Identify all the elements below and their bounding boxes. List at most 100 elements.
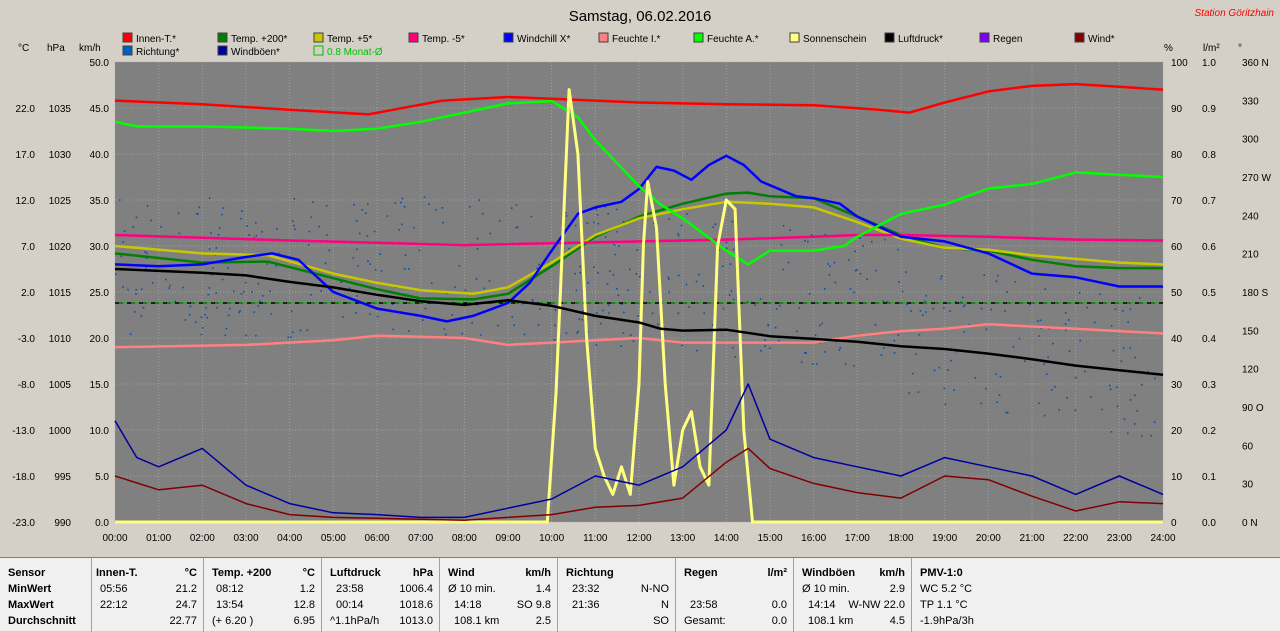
direction-point <box>1122 347 1125 350</box>
direction-point <box>115 273 117 275</box>
direction-point <box>123 230 126 233</box>
regen-total-value: 0.0 <box>771 615 787 627</box>
luftdruck-trend: ^1.1hPa/h <box>330 615 380 627</box>
innen-max-time: 22:12 <box>100 599 128 611</box>
direction-point <box>340 281 343 284</box>
direction-point <box>593 266 595 269</box>
direction-point <box>632 340 635 342</box>
direction-point <box>240 217 242 220</box>
y-tick-lm2: 0.5 <box>1202 288 1216 299</box>
direction-point <box>636 249 639 251</box>
direction-point <box>1043 363 1046 365</box>
direction-point <box>451 314 453 316</box>
direction-point <box>695 280 698 283</box>
direction-point <box>208 287 211 289</box>
legend-swatch <box>122 32 133 43</box>
y-tick-degC: 7.0 <box>21 242 35 253</box>
direction-point <box>312 201 314 203</box>
direction-point <box>135 216 138 219</box>
y-tick-pct: 100 <box>1171 58 1188 69</box>
direction-point <box>943 307 945 309</box>
axis-unit-lm2: l/m² <box>1203 43 1220 54</box>
direction-point <box>819 324 821 327</box>
direction-point <box>974 377 977 379</box>
direction-point <box>354 312 357 314</box>
direction-point <box>476 237 479 240</box>
y-tick-degC: 12.0 <box>16 196 36 207</box>
direction-point <box>621 303 623 305</box>
direction-point <box>164 278 167 281</box>
direction-point <box>292 220 294 222</box>
legend-label: Windchill X* <box>517 34 570 45</box>
y-tick-pct: 80 <box>1171 150 1183 161</box>
direction-point <box>270 313 273 315</box>
direction-point <box>940 277 942 280</box>
direction-point <box>1110 431 1113 433</box>
direction-point <box>579 271 582 274</box>
direction-point <box>732 248 735 251</box>
direction-point <box>222 207 224 209</box>
y-tick-lm2: 0.1 <box>1202 472 1216 483</box>
direction-point <box>471 321 473 324</box>
direction-point <box>215 292 218 294</box>
luftdruck-max-value: 1018.6 <box>399 599 433 611</box>
series-line-sonnenschein <box>115 88 1163 524</box>
direction-point <box>441 207 444 209</box>
direction-point <box>893 352 896 354</box>
series-line-feuchte-i <box>114 322 1164 349</box>
x-tick-label: 14:00 <box>714 533 739 544</box>
direction-point <box>255 234 258 237</box>
direction-point <box>677 274 680 277</box>
direction-point <box>200 333 203 336</box>
direction-point <box>925 294 928 297</box>
legend-swatch <box>217 45 228 56</box>
direction-point <box>239 310 241 312</box>
direction-point <box>565 215 568 217</box>
direction-point <box>229 307 231 310</box>
direction-point <box>310 216 313 219</box>
direction-point <box>833 261 836 264</box>
innen-min-value: 21.2 <box>175 583 197 595</box>
series-line-temp-200 <box>114 191 1163 301</box>
direction-point <box>764 339 766 341</box>
direction-point <box>875 269 877 272</box>
direction-point <box>1012 345 1015 348</box>
y-tick-pct: 60 <box>1171 242 1183 253</box>
direction-point <box>848 259 850 261</box>
legend-swatch <box>408 32 419 43</box>
direction-point <box>454 286 456 289</box>
direction-point <box>257 282 260 285</box>
direction-point <box>257 305 260 307</box>
x-tick-label: 17:00 <box>845 533 870 544</box>
direction-point <box>538 263 540 266</box>
x-tick-label: 07:00 <box>408 533 433 544</box>
direction-point <box>595 343 598 346</box>
axis-unit-pct: % <box>1164 43 1173 54</box>
sensor-title: Sensor <box>8 567 46 579</box>
direction-point <box>208 197 211 200</box>
richtung-max-time: 21:36 <box>572 599 600 611</box>
direction-point <box>1140 384 1143 386</box>
legend-label: 0.8 Monat-Ø <box>327 47 383 58</box>
direction-point <box>1067 319 1070 321</box>
direction-point <box>394 202 397 204</box>
direction-point <box>261 231 264 233</box>
direction-point <box>668 291 671 294</box>
direction-point <box>266 263 269 265</box>
axis-unit-hpa: hPa <box>47 43 65 54</box>
legend-label: Feuchte I.* <box>612 34 660 45</box>
direction-point <box>326 234 328 236</box>
y-tick-deg: 0 N <box>1242 518 1258 529</box>
col-boeen: Windböen km/h Ø 10 min. 2.9 14:14 W-NW 2… <box>794 558 912 632</box>
direction-point <box>227 314 230 317</box>
direction-point <box>498 220 501 222</box>
direction-point <box>403 268 406 270</box>
direction-point <box>328 249 331 252</box>
temp200-min-time: 08:12 <box>216 583 244 595</box>
boeen-unit: km/h <box>879 567 905 579</box>
direction-point <box>253 237 255 239</box>
station-name: Station Göritzhain <box>1195 8 1275 19</box>
y-tick-hPa: 1025 <box>49 196 72 207</box>
legend-label: Temp. -5* <box>422 34 465 45</box>
y-tick-deg: 30 <box>1242 480 1254 491</box>
